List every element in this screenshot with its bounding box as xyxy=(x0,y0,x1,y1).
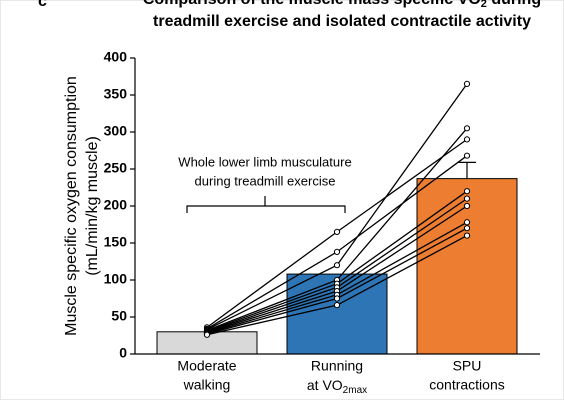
individual-point xyxy=(333,295,341,302)
x-tick-label: Moderate xyxy=(177,358,236,374)
individual-point xyxy=(463,202,471,210)
individual-point xyxy=(333,228,341,235)
y-tick-label: 50 xyxy=(111,308,127,324)
y-tick-label: 0 xyxy=(119,345,127,361)
brace xyxy=(186,196,346,213)
individual-point xyxy=(463,80,471,88)
individual-point xyxy=(463,136,471,143)
individual-point xyxy=(333,248,341,255)
y-tick-label: 150 xyxy=(104,234,128,250)
title-part: Comparison of the muscle mass specific V… xyxy=(143,0,481,8)
x-tick-label: walking xyxy=(183,377,231,393)
y-tick-label: 350 xyxy=(104,86,128,102)
individual-point xyxy=(333,262,341,269)
individual-point xyxy=(463,188,471,195)
annotation: Whole lower limb musculature xyxy=(178,154,351,169)
label-sub: 2max xyxy=(343,385,367,396)
y-axis-title: Muscle specific oxygen consumption (mL/m… xyxy=(63,76,101,336)
chart-title: Comparison of the muscle mass specific V… xyxy=(143,0,541,10)
y-tick-label: 250 xyxy=(104,160,128,176)
individual-point xyxy=(463,219,471,226)
x-tick-label: Running xyxy=(311,358,363,374)
x-tick-label: contractions xyxy=(429,377,504,393)
panel-label: c xyxy=(38,0,47,10)
title-part: during xyxy=(487,0,541,8)
y-axis-label: (mL/min/kg muscle) xyxy=(84,136,101,276)
y-axis-label: Muscle specific oxygen consumption xyxy=(63,76,80,336)
individual-point xyxy=(463,152,471,159)
title-sub: 2 xyxy=(481,0,487,10)
y-tick-label: 300 xyxy=(104,123,128,139)
x-tick-label: SPU xyxy=(453,358,482,374)
y-tick-label: 200 xyxy=(104,197,128,213)
y-tick-label: 400 xyxy=(104,49,128,65)
individual-point xyxy=(203,331,211,338)
individual-point xyxy=(333,302,341,309)
chart-title-line2: treadmill exercise and isolated contract… xyxy=(153,13,531,30)
individual-point xyxy=(463,232,471,239)
annotation: during treadmill exercise xyxy=(195,173,336,188)
individual-point xyxy=(463,225,471,232)
label-part: at VO xyxy=(307,377,343,393)
individual-point xyxy=(463,125,471,132)
error-bar xyxy=(458,161,476,179)
y-tick-label: 100 xyxy=(104,271,128,287)
x-tick-label: at VO2max xyxy=(307,377,367,396)
individual-point xyxy=(463,195,471,202)
